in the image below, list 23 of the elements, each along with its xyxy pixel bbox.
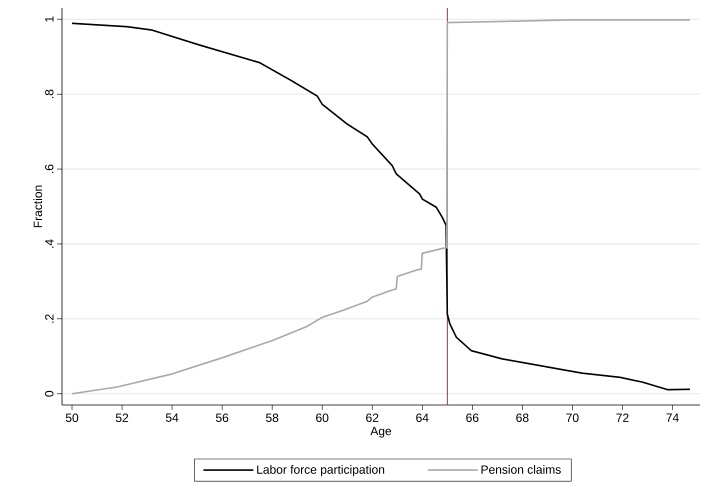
y-tick-label: .8	[44, 90, 54, 98]
y-tick-label: 0	[44, 390, 54, 397]
y-axis-title: Fraction	[33, 186, 42, 228]
y-tick-label: .6	[44, 164, 54, 173]
x-tick-label: 66	[466, 414, 478, 422]
x-tick-label: 62	[366, 414, 378, 422]
x-tick-label: 64	[416, 414, 429, 422]
x-tick-label: 68	[516, 414, 529, 422]
x-tick-label: 74	[666, 414, 679, 422]
x-tick-label: 72	[616, 414, 629, 422]
x-tick-label: 58	[266, 414, 278, 422]
x-tick-label: 56	[216, 414, 228, 422]
x-tick-label: 50	[66, 414, 78, 422]
legend-label: Pension claims	[482, 465, 561, 474]
y-tick-label: .2	[45, 314, 54, 323]
y-tick-label: 1	[45, 16, 54, 22]
x-tick-label: 52	[116, 414, 128, 422]
x-tick-label: 70	[566, 414, 579, 422]
x-axis-title: Age	[370, 426, 392, 438]
x-tick-label: 54	[166, 414, 178, 422]
y-tick-label: .4	[45, 239, 54, 248]
x-tick-label: 60	[316, 414, 328, 422]
legend-label: Labor force participation	[257, 465, 384, 476]
